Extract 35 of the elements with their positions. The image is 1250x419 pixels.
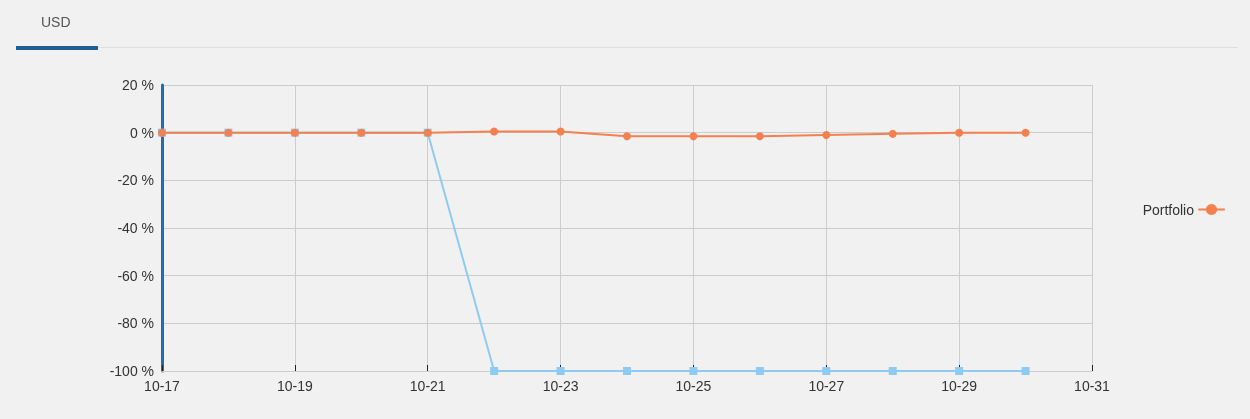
y-tick-label: -80 % bbox=[117, 315, 154, 332]
point bbox=[623, 367, 631, 375]
point bbox=[955, 367, 964, 375]
y-tick-label: 20 % bbox=[122, 77, 154, 93]
x-tick-label: 10-17 bbox=[144, 378, 181, 394]
point bbox=[1021, 128, 1030, 137]
point bbox=[490, 367, 499, 375]
y-tick-label: -40 % bbox=[117, 220, 154, 236]
point bbox=[822, 367, 831, 375]
x-tick-label: 10-29 bbox=[941, 378, 978, 394]
y-tick-label: 0 % bbox=[129, 124, 154, 141]
point bbox=[888, 129, 897, 138]
x-tick-label: 10-27 bbox=[808, 378, 845, 394]
point bbox=[1021, 367, 1030, 375]
x-tick-label: 10-21 bbox=[409, 378, 446, 394]
point bbox=[490, 127, 499, 136]
y-tick-label: -60 % bbox=[117, 267, 154, 284]
point bbox=[888, 367, 897, 375]
chart-title: USD bbox=[41, 14, 71, 30]
point bbox=[556, 367, 565, 375]
point bbox=[689, 132, 698, 141]
y-tick-label: -100 % bbox=[109, 363, 154, 379]
x-tick-label: 10-31 bbox=[1074, 378, 1111, 394]
x-tick-label: 10-23 bbox=[542, 378, 579, 394]
point bbox=[556, 127, 565, 136]
x-tick-label: 10-19 bbox=[276, 378, 313, 394]
point bbox=[689, 367, 698, 375]
legend-label: Portfolio bbox=[1142, 201, 1195, 218]
point bbox=[623, 132, 631, 141]
y-tick-label: -20 % bbox=[117, 172, 154, 189]
point bbox=[755, 132, 764, 141]
point bbox=[755, 367, 764, 375]
point bbox=[955, 128, 964, 137]
x-tick-label: 10-25 bbox=[675, 378, 712, 394]
point bbox=[822, 131, 831, 140]
